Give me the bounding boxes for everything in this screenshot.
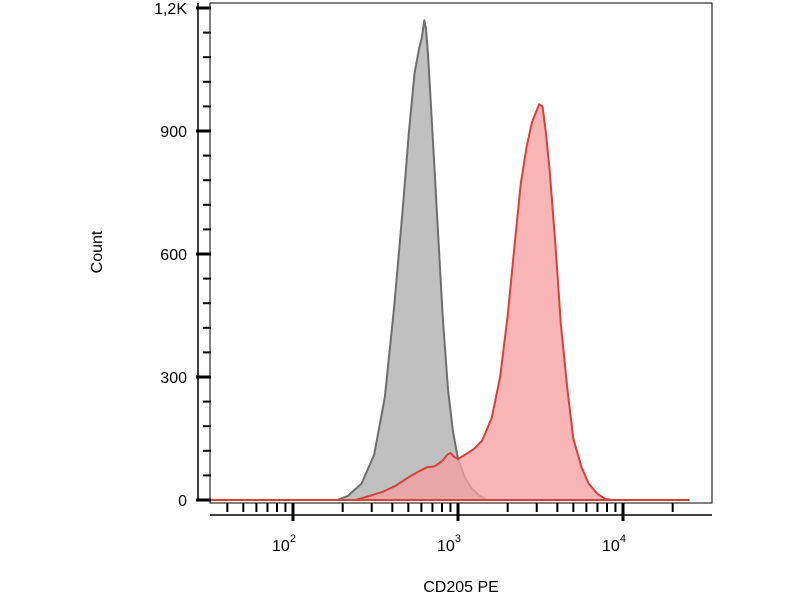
x-axis-label: CD205 PE	[423, 579, 499, 596]
x-tick-label: 102	[272, 533, 296, 555]
histogram-series-1	[211, 19, 690, 501]
x-tick-label: 103	[437, 533, 461, 555]
x-tick-label: 104	[602, 533, 626, 555]
y-tick-label: 0	[178, 493, 187, 510]
y-tick-label: 1,2K	[154, 1, 187, 18]
x-axis: 102 103 104	[210, 503, 712, 555]
y-tick-label: 300	[160, 370, 187, 387]
y-axis: 0 300 600 900 1,2K	[154, 1, 211, 510]
y-tick-label: 600	[160, 247, 187, 264]
plot-frame	[209, 2, 713, 504]
series-layer	[211, 19, 690, 501]
y-axis-label: Count	[89, 230, 106, 273]
histogram-series-2	[211, 103, 690, 501]
y-tick-label: 900	[160, 124, 187, 141]
